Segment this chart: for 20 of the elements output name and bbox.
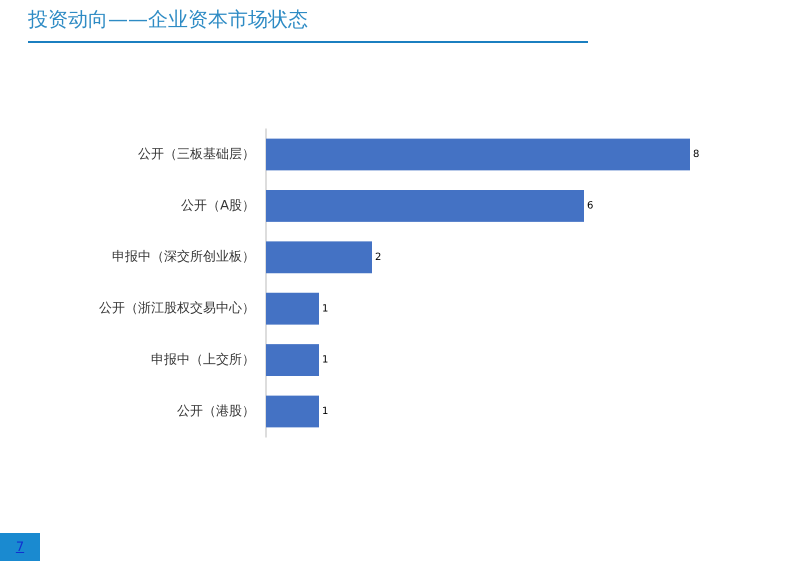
chart-title: 投资动向——企业资本市场状态 <box>28 6 588 43</box>
text: 7 <box>0 533 40 561</box>
bar <box>266 344 319 376</box>
data-label: 6 <box>587 200 594 212</box>
data-label: 1 <box>322 354 328 366</box>
data-label: 1 <box>322 406 328 418</box>
bar <box>266 190 584 222</box>
y-tick-label: 申报中（上交所） <box>151 351 255 368</box>
y-tick-label: 公开（A股） <box>181 198 255 214</box>
data-label: 2 <box>375 252 382 263</box>
bar <box>266 292 319 325</box>
bar <box>266 138 690 170</box>
bar <box>266 396 319 428</box>
y-tick-label: 申报中（深交所创业板） <box>112 248 255 265</box>
y-tick-label: 公开（浙江股权交易中心） <box>99 300 255 316</box>
y-tick-label: 公开（三板基础层） <box>138 146 255 162</box>
data-label: 1 <box>322 303 328 314</box>
bar <box>266 241 372 274</box>
data-label: 8 <box>693 149 700 160</box>
y-tick-label: 公开（港股） <box>177 404 255 419</box>
